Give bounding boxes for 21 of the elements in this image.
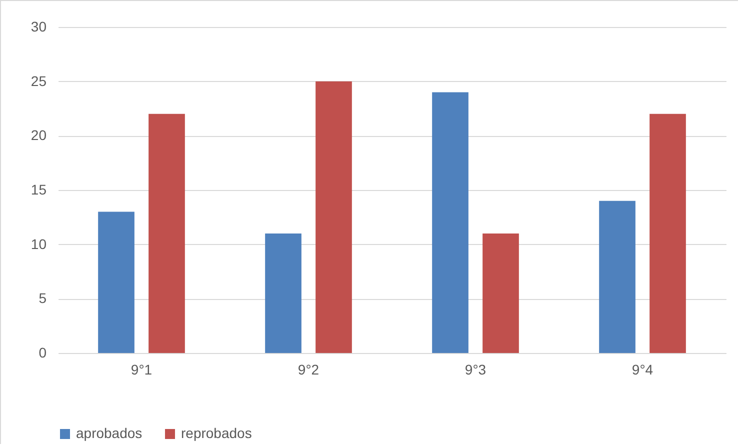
y-tick-label: 0 [38,344,47,360]
y-tick-label: 25 [30,72,47,89]
legend-label: aprobados [76,425,142,441]
bar [265,233,302,353]
bar [650,114,686,353]
x-tick-label: 9°1 [130,362,152,378]
x-tick-label: 9°4 [632,362,654,378]
bar [482,233,519,353]
y-tick-label: 5 [38,290,47,306]
y-tick-label: 30 [30,18,47,34]
x-tick-label: 9°2 [298,362,320,378]
y-tick-label: 20 [30,127,47,144]
bar [316,81,352,353]
y-tick-label: 15 [30,182,47,198]
bar [432,92,468,353]
legend-label: reprobados [181,425,252,441]
bar [98,212,134,353]
x-tick-label: 9°3 [464,362,486,378]
bar [599,200,636,353]
y-tick-label: 10 [30,236,47,252]
bar [148,114,185,353]
